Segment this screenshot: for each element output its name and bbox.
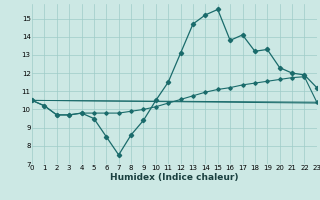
X-axis label: Humidex (Indice chaleur): Humidex (Indice chaleur) [110, 173, 239, 182]
